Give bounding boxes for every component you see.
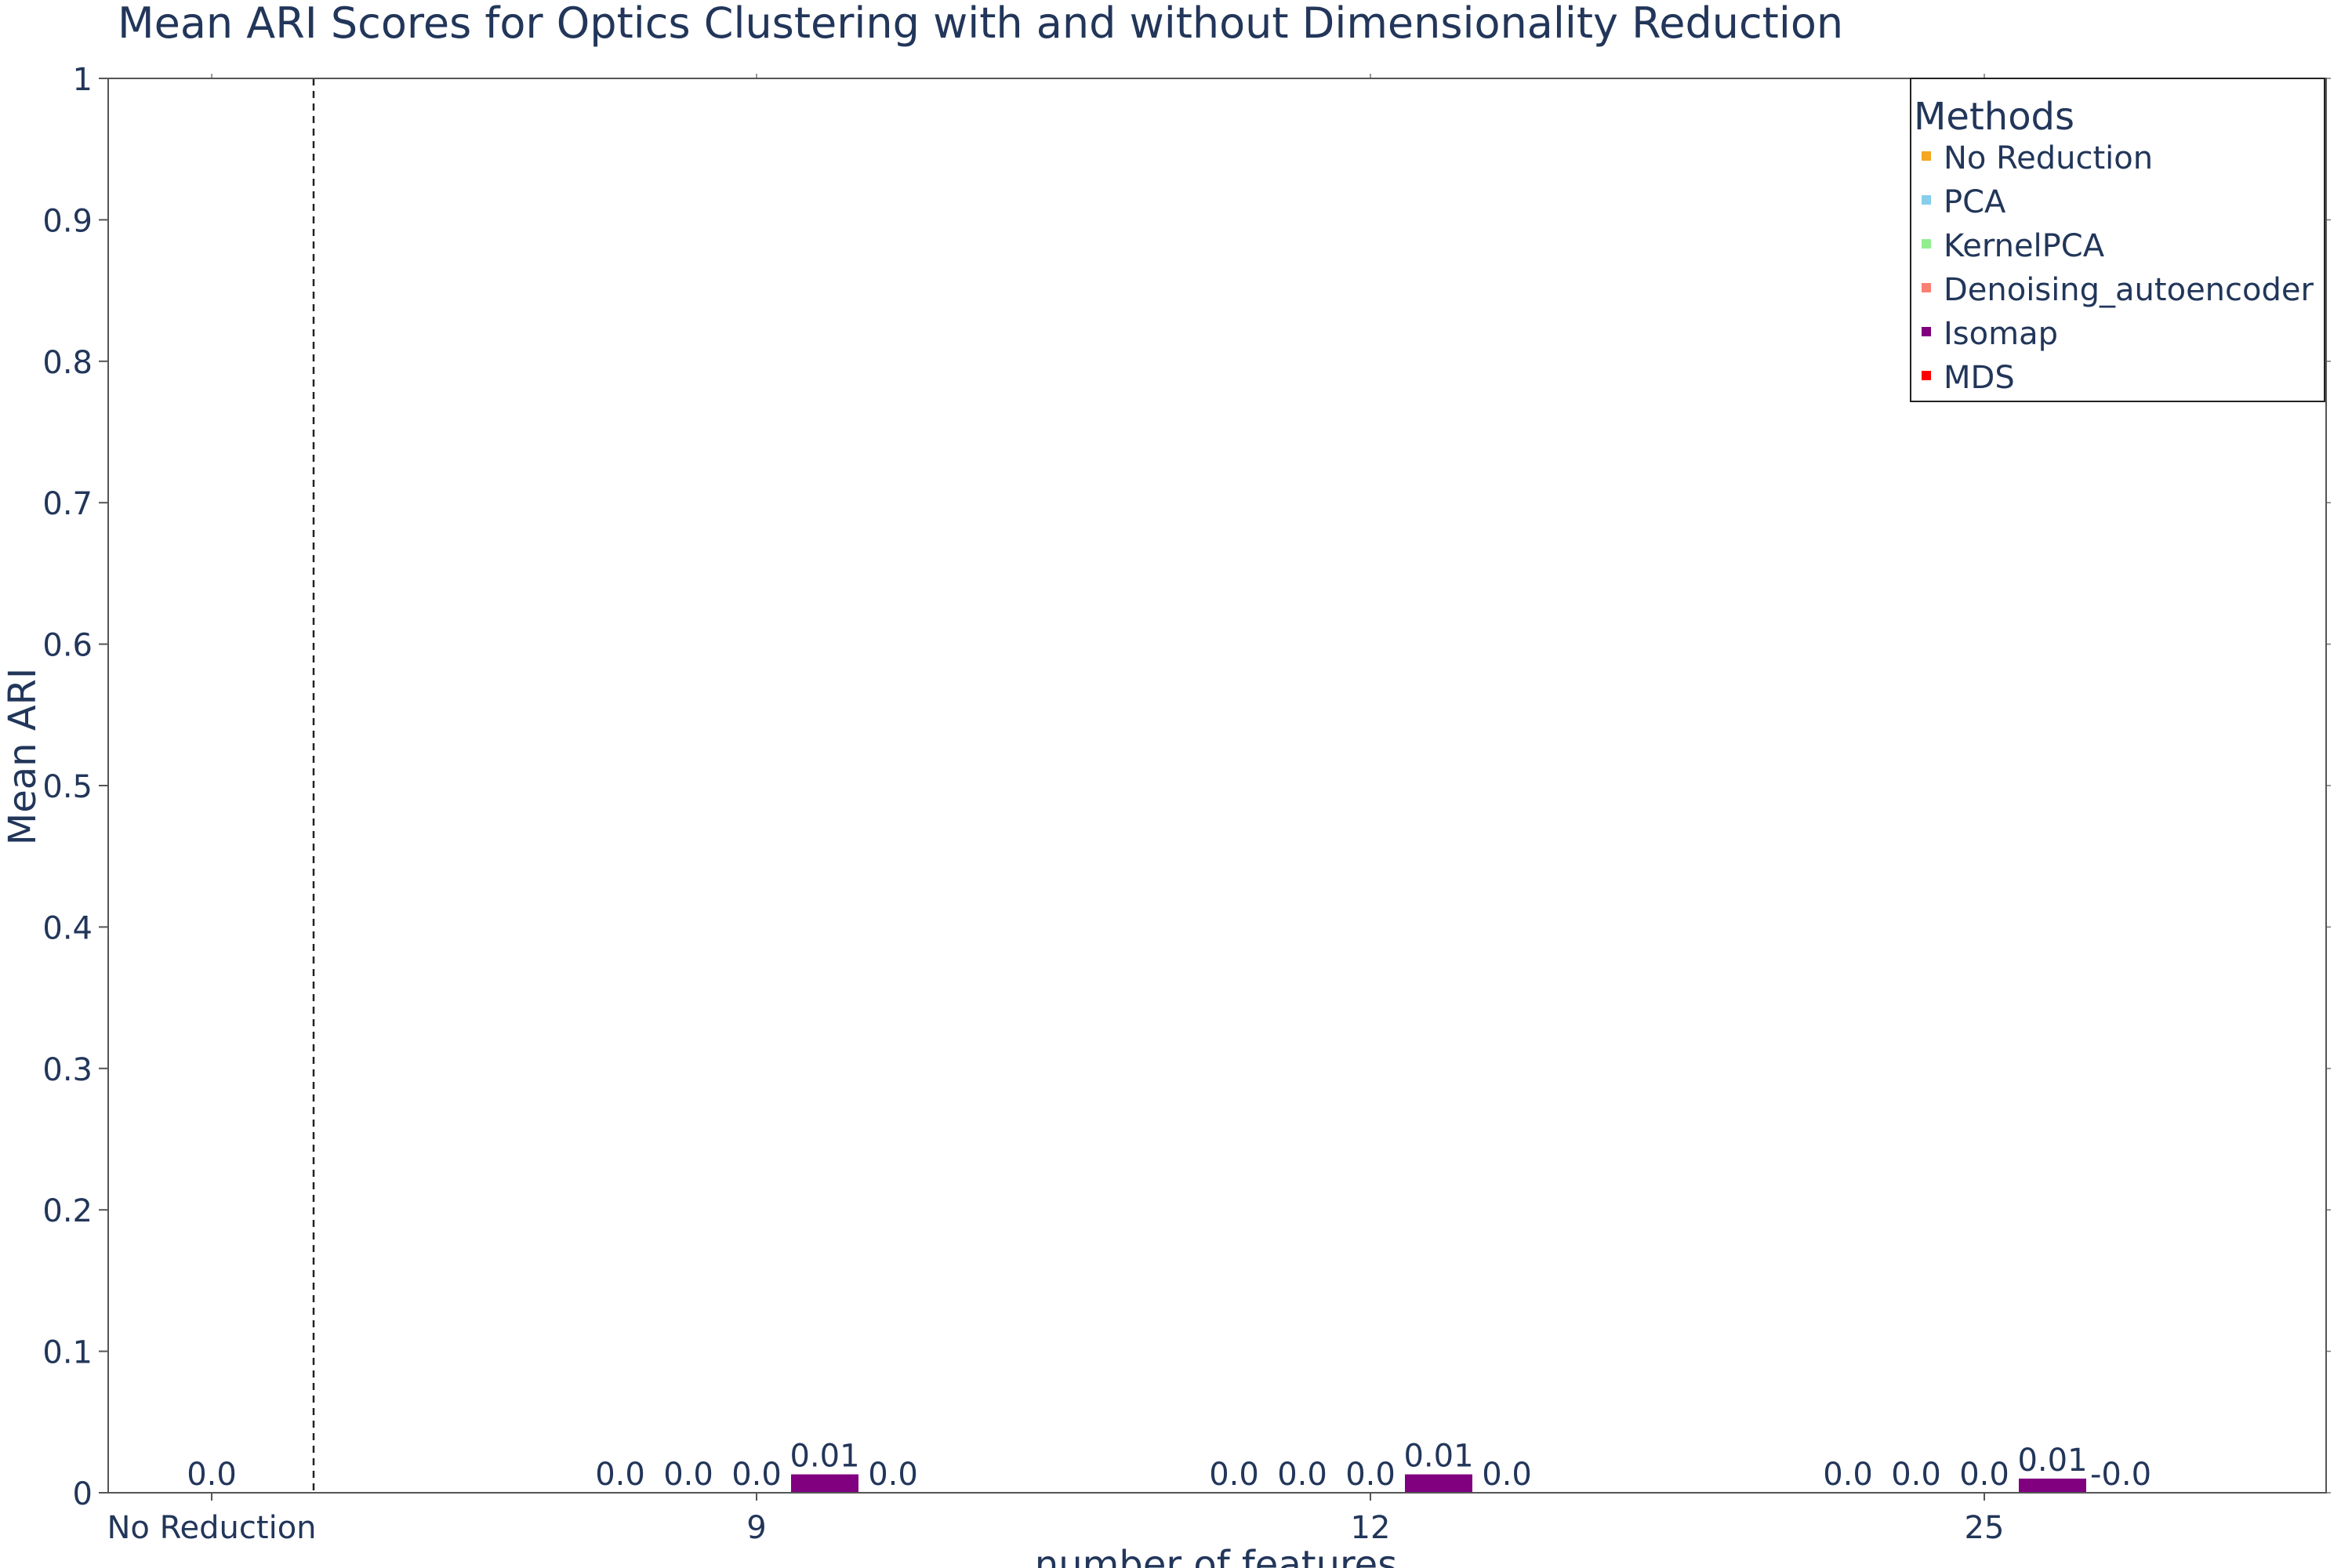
legend-swatch — [1922, 151, 1931, 161]
y-tick-label: 0.3 — [42, 1052, 93, 1088]
y-tick-label: 0.4 — [42, 910, 93, 946]
bar-isomap — [791, 1474, 858, 1493]
legend-label: PCA — [1944, 184, 2006, 220]
legend-label: KernelPCA — [1944, 228, 2105, 264]
bar-value-label: 0.0 — [1209, 1457, 1259, 1493]
legend-swatch — [1922, 195, 1931, 205]
bar-value-label: 0.01 — [789, 1439, 859, 1475]
legend-swatch — [1922, 283, 1931, 292]
y-tick-label: 0.7 — [42, 486, 93, 522]
y-tick-label: 0.9 — [42, 203, 93, 239]
bar-value-label: 0.0 — [868, 1457, 918, 1493]
bar-value-label: 0.0 — [1823, 1457, 1873, 1493]
bar-value-label: -0.0 — [2090, 1457, 2151, 1493]
bar-value-label: 0.0 — [663, 1457, 713, 1493]
chart-title: Mean ARI Scores for Optics Clustering wi… — [118, 0, 1843, 48]
legend-swatch — [1922, 327, 1931, 336]
y-tick-label: 0.2 — [42, 1193, 93, 1229]
legend: Methods No Reduction PCA KernelPCA Denoisin… — [1910, 78, 2325, 402]
y-tick-label: 1 — [73, 62, 93, 98]
y-tick-label: 0.8 — [42, 345, 93, 381]
legend-label: Isomap — [1944, 316, 2058, 352]
plot-frame — [107, 78, 2327, 1494]
x-tick-label: 9 — [746, 1510, 766, 1546]
bar-value-label: 0.0 — [731, 1457, 782, 1493]
legend-title: Methods — [1914, 95, 2074, 139]
y-tick-label: 0.6 — [42, 628, 93, 664]
legend-swatch — [1922, 371, 1931, 380]
x-tick-label: 25 — [1965, 1510, 2005, 1546]
x-tick-label: No Reduction — [107, 1510, 316, 1546]
bar-value-label: 0.0 — [1891, 1457, 1941, 1493]
y-tick-label: 0.1 — [42, 1335, 93, 1371]
x-tick-label: 12 — [1351, 1510, 1391, 1546]
bar-value-label: 0.0 — [595, 1457, 645, 1493]
legend-box — [1910, 78, 2325, 402]
y-axis-label: Mean ARI — [1, 668, 45, 845]
bar-value-label: 0.0 — [1277, 1457, 1327, 1493]
x-axis-label: number of features — [1035, 1543, 1397, 1568]
legend-label: Denoising_autoencoder — [1944, 272, 2314, 308]
legend-swatch — [1922, 239, 1931, 249]
bar-isomap — [1405, 1474, 1472, 1493]
y-tick-label: 0 — [73, 1476, 93, 1512]
bar-value-label: 0.01 — [2017, 1443, 2087, 1479]
legend-label: No Reduction — [1944, 140, 2153, 176]
bar-value-label: 0.0 — [1345, 1457, 1396, 1493]
y-tick-label: 0.5 — [42, 769, 93, 805]
legend-label: MDS — [1944, 360, 2015, 396]
plot-area: 0 0.1 0.2 0.3 0.4 0.5 0.6 0.7 0.8 0.9 1 No Reductio… — [42, 62, 2331, 1546]
bar-isomap — [2019, 1478, 2086, 1493]
bar-value-label: 0.0 — [1959, 1457, 2009, 1493]
bar-value-label: 0.0 — [187, 1457, 237, 1493]
bar-value-label: 0.01 — [1403, 1439, 1473, 1475]
bar-value-label: 0.0 — [1482, 1457, 1532, 1493]
